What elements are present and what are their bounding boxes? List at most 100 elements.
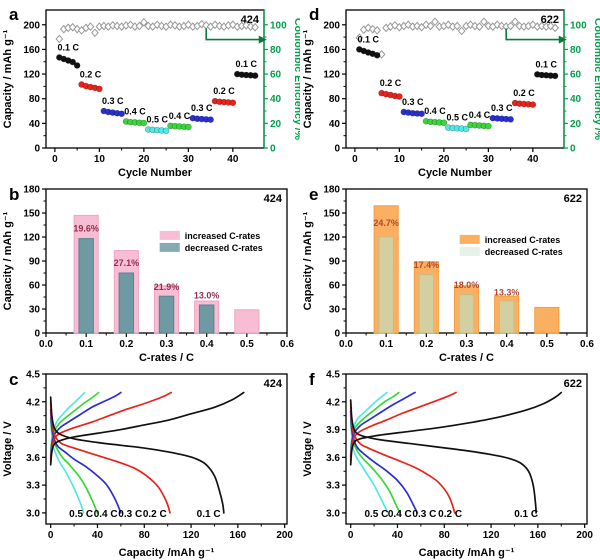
capacity-marker [207,116,214,123]
capacity-marker [69,58,76,66]
x-tick-label: 0.5 [240,339,254,350]
x-tick-label: 120 [483,530,500,541]
y-tick-label: 40 [329,119,341,130]
y-axis-title: Capacity / mAh g⁻¹ [302,211,314,310]
x-tick-label: 0 [52,154,58,165]
x-tick-label: 120 [183,530,200,541]
rate-label: 0.2 C [80,70,102,80]
x-tick-label: 40 [92,530,104,541]
coulombic-efficiency-marker [480,17,488,27]
y-tick-label: 150 [23,209,40,220]
capacity-marker [73,62,81,69]
x-tick-label: 30 [183,154,195,165]
rate-label: 0.1 C [235,59,257,69]
coulombic-efficiency-marker [511,17,519,27]
discharge-curve [49,408,122,514]
rate-label: 0.2 C [143,509,167,520]
bar [534,306,560,334]
plot-frame [45,373,288,525]
y2-tick-label: 80 [570,45,582,56]
x-tick-label: 0 [348,530,354,541]
plot-frame [345,9,565,149]
y-tick-label: 160 [323,45,340,56]
y-tick-label: 90 [29,257,41,268]
legend-label: decreased C-rates [485,247,563,257]
legend-swatch [459,234,480,244]
bar [158,295,175,334]
panel-letter: c [9,370,18,389]
coulombic-efficiency-marker [108,21,117,30]
capacity-marker [396,93,403,100]
y2-tick-label: 0 [570,144,576,155]
y-axis-title: Capacity / mAh g⁻¹ [2,29,14,128]
x-tick-label: 0.0 [339,339,353,350]
y2-tick-label: 40 [270,94,282,105]
charge-curve [49,391,245,466]
capacity-marker [373,51,381,59]
coulombic-efficiency-marker [113,21,122,31]
coulombic-efficiency-marker [506,21,515,31]
legend-swatch [159,242,180,252]
capacity-marker [529,101,537,108]
x-tick-label: 10 [394,154,406,165]
rate-label: 0.3 C [191,103,213,113]
y2-axis-arrow [205,28,262,41]
coulombic-efficiency-marker [251,22,259,32]
panel-c-voltage-profile: 0 40 80 120 160 200 3.0 3.3 3.6 3.9 4.2 4.5 Capacity… [0,365,300,560]
rate-label: 0.5 C [364,509,388,520]
x-tick-label: 0.3 [460,339,474,350]
capacity-marker [185,123,192,131]
rate-label: 0.5 C [446,113,468,123]
y2-tick-label: 80 [270,45,282,56]
rate-label: 0.2 C [438,509,462,520]
discharge-curve [349,402,456,514]
coulombic-efficiency-marker [68,22,77,32]
y-tick-label: 3.6 [326,453,340,464]
capacity-marker [418,110,425,118]
y-tick-label: 0 [34,329,40,340]
capacity-marker [162,127,170,135]
y-axis-title: Voltage / V [302,421,314,477]
x-tick-label: 0.0 [39,339,53,350]
bar [458,294,475,334]
x-axis-title: Cycle Number [118,167,193,179]
rate-label: 0.4 C [124,107,146,117]
x-tick-label: 0.4 [500,339,514,350]
bar [118,272,135,334]
rate-label: 0.2 C [513,88,535,98]
panel-letter: a [9,5,19,24]
capacity-marker [440,119,448,127]
pct-label: 13.3% [494,287,520,297]
y-tick-label: 4.2 [326,397,340,408]
plot-frame [345,373,588,525]
x-tick-label: 0.5 [540,339,554,350]
rate-label: 0.4 C [388,509,412,520]
coulombic-efficiency-marker [140,17,148,27]
y-tick-label: 150 [323,209,340,220]
legend-swatch [159,230,180,240]
y-tick-label: 180 [323,185,340,196]
charge-curve [349,391,563,466]
x-tick-label: 0.1 [79,339,93,350]
y2-tick-label: 20 [570,119,582,130]
coulombic-efficiency-marker [431,17,439,27]
rate-label: 0.3 C [412,509,436,520]
coulombic-efficiency-marker [537,21,546,31]
y2-tick-label: 0 [270,144,276,155]
y-tick-label: 4.2 [26,397,40,408]
coulombic-efficiency-marker [144,21,153,31]
charge-curve [49,391,122,461]
x-tick-label: 20 [138,154,150,165]
y-axis-title: Voltage / V [2,421,14,477]
y2-tick-label: 100 [570,20,587,31]
y2-axis-arrowhead [558,35,567,44]
y2-tick-label: 60 [570,70,582,81]
bar [198,304,215,334]
panel-f-voltage-profile: 0 40 80 120 160 200 3.0 3.3 3.6 3.9 4.2 4.5 Capacity… [300,365,600,560]
rate-label: 0.4 C [469,110,491,120]
sample-tag: 424 [264,193,283,205]
coulombic-efficiency-marker [86,22,95,31]
coulombic-efficiency-marker [166,20,175,30]
rate-label: 0.5 C [146,115,168,125]
y-axis-title: Capacity / mAh g⁻¹ [302,29,314,128]
